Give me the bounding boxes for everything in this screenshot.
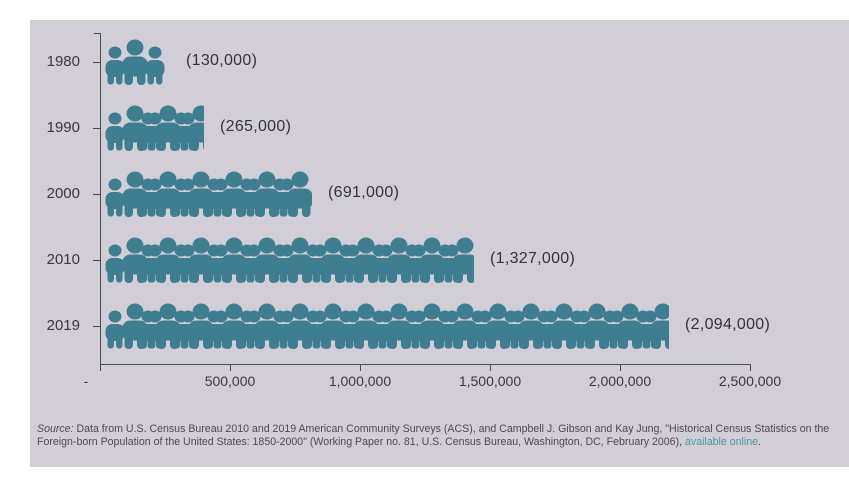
- x-axis-tick: [750, 364, 751, 371]
- year-label: 2000: [46, 185, 80, 202]
- x-tick-label: 2,500,000: [718, 373, 782, 389]
- chart-panel: - 500,000 1,000,000 1,500,000 2,000,000 2,500…: [30, 20, 849, 467]
- available-online-link[interactable]: available online: [684, 436, 759, 448]
- pictogram-chart: - 500,000 1,000,000 1,500,000 2,000,000 2,500…: [30, 20, 849, 467]
- value-label: (1,327,000): [490, 250, 576, 267]
- x-axis-tick: [100, 364, 101, 371]
- people-group-icons-row: [105, 105, 204, 151]
- x-tick-label: 1,000,000: [328, 373, 392, 389]
- y-axis-tick: [93, 128, 100, 129]
- source-suffix: .: [758, 436, 761, 448]
- x-axis-tick: [620, 364, 621, 371]
- value-label: (2,094,000): [685, 316, 771, 333]
- x-tick-label: 500,000: [204, 373, 256, 389]
- people-group-icons-row: [105, 171, 312, 217]
- value-label: (265,000): [220, 118, 292, 135]
- people-group-icon: [270, 171, 312, 217]
- value-label: (691,000): [328, 184, 400, 201]
- x-tick-label: -: [83, 373, 89, 389]
- people-group-icon: [105, 39, 165, 85]
- y-axis-tick: [93, 326, 100, 327]
- people-group-icons-row: [105, 303, 669, 349]
- people-group-icon: [435, 237, 474, 283]
- y-axis-tick: [93, 62, 100, 63]
- value-label: (130,000): [186, 52, 258, 69]
- x-tick-label: 1,500,000: [458, 373, 522, 389]
- x-tick-label: 2,000,000: [588, 373, 652, 389]
- x-axis-tick: [490, 364, 491, 371]
- x-axis: [100, 364, 751, 365]
- year-label: 2010: [46, 251, 80, 268]
- y-axis-tick: [93, 194, 100, 195]
- source-text: Data from U.S. Census Bureau 2010 and 20…: [37, 423, 830, 448]
- year-label: 1990: [46, 119, 80, 136]
- year-label: 1980: [46, 53, 80, 70]
- source-label: Source:: [37, 423, 74, 435]
- y-axis: [100, 33, 101, 364]
- y-axis-top-tick: [94, 33, 100, 34]
- people-group-icons-row: [105, 237, 474, 283]
- source-note: Source: Data from U.S. Census Bureau 201…: [37, 423, 843, 449]
- people-group-icons-row: [105, 39, 165, 85]
- x-axis-tick: [230, 364, 231, 371]
- x-axis-tick: [360, 364, 361, 371]
- y-axis-tick: [93, 260, 100, 261]
- year-label: 2019: [46, 317, 80, 334]
